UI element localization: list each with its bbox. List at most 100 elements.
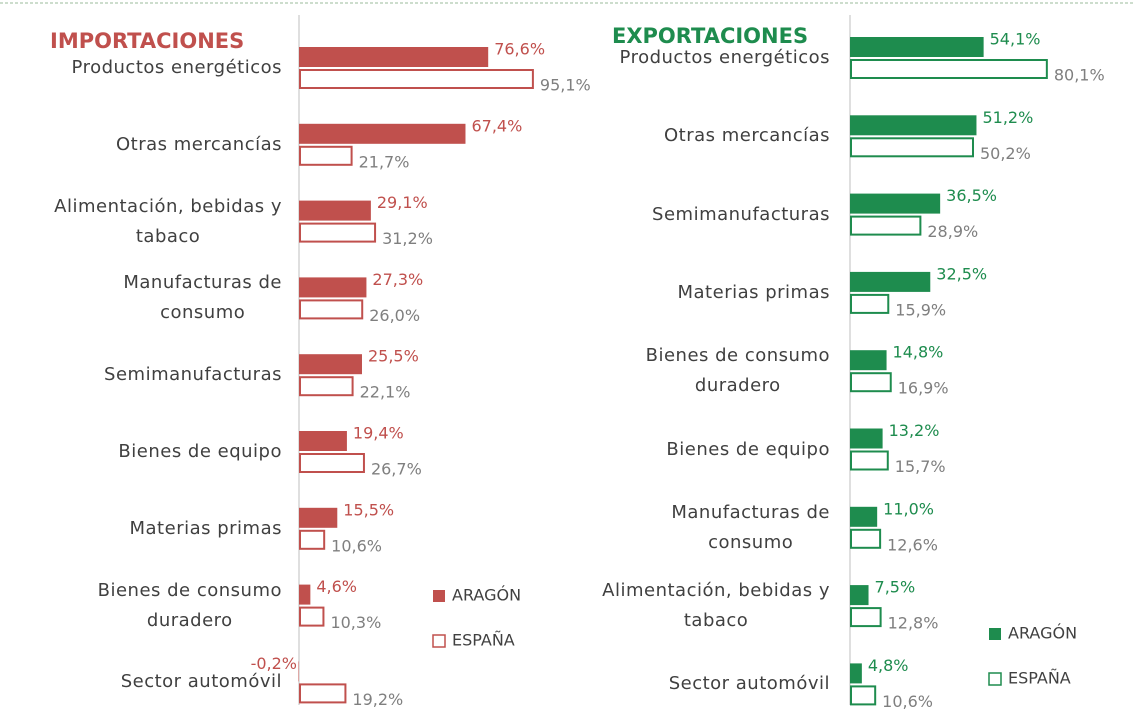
bar [850,37,984,57]
bar [850,59,1048,79]
category-label: Semimanufacturas [652,203,830,225]
bar [850,506,878,527]
value-label: 25,5% [368,347,419,366]
bar [299,606,325,627]
bar [850,137,974,158]
bar [850,450,889,471]
value-label: 54,1% [990,30,1041,49]
category-label: Alimentación, bebidas y tabaco [54,195,282,247]
bar [850,372,892,393]
bar [850,115,977,136]
bar [850,607,882,628]
category-label: Bienes de consumo duradero [645,345,830,397]
category-label: Alimentación, bebidas y tabaco [602,580,830,632]
category-label: Bienes de equipo [118,441,282,462]
category-label: Manufacturas de consumo [123,272,282,324]
bar [299,431,347,451]
value-label: 15,7% [895,457,946,476]
value-label: 29,1% [377,193,428,212]
legend-label: ARAGÓN [452,586,521,605]
bar [850,271,931,292]
legend-swatch [432,634,446,648]
value-label: 12,6% [887,535,938,554]
value-label: 14,8% [893,343,944,362]
bar [299,584,311,605]
value-label: 15,9% [895,300,946,319]
value-label: -0,2% [251,654,297,673]
category-label: Productos energéticos [71,57,282,78]
category-label: Semimanufacturas [104,364,282,386]
bar [299,683,347,704]
value-label: 50,2% [980,144,1031,163]
value-label: 13,2% [889,421,940,440]
category-label: Productos energéticos [619,47,830,68]
value-label: 4,8% [868,656,909,675]
bar [299,354,362,375]
value-label: 21,7% [359,152,410,171]
bar [299,507,338,528]
value-label: 32,5% [936,264,987,283]
value-label: 10,6% [882,692,933,711]
bar [850,193,941,214]
value-label: 31,2% [382,229,433,248]
bar [299,47,489,67]
bar [299,277,367,298]
legend-label: ARAGÓN [1008,624,1077,643]
bar [299,299,364,320]
chart-title: EXPORTACIONES [612,24,808,48]
value-label: 10,3% [330,613,381,632]
value-label: 80,1% [1054,66,1105,85]
value-label: 51,2% [982,108,1033,127]
bar [850,215,922,236]
bar [850,685,877,706]
legend-label: ESPAÑA [1008,669,1071,688]
category-label: Otras mercancías [115,133,282,155]
legend-swatch [988,672,1002,686]
bar [299,123,466,144]
bar [850,428,883,449]
value-label: 67,4% [471,116,522,135]
value-label: 28,9% [927,222,978,241]
value-label: 95,1% [540,76,591,95]
bar [850,293,890,314]
bar [850,585,869,606]
value-label: 4,6% [316,577,357,596]
value-label: 27,3% [372,270,423,289]
category-label: Materias primas [129,517,282,539]
category-label: Sector automóvil [120,671,282,693]
value-label: 11,0% [883,499,934,518]
value-label: 36,5% [946,186,997,205]
bar [850,663,862,684]
value-label: 15,5% [343,500,394,519]
bar [299,145,353,166]
category-label: Sector automóvil [668,673,830,695]
value-label: 7,5% [875,578,916,597]
bar [299,529,326,550]
legend-swatch [989,628,1001,640]
category-label: Manufacturas de consumo [671,501,830,553]
category-label: Bienes de consumo duradero [97,579,282,631]
bar [299,376,354,397]
value-label: 26,0% [369,306,420,325]
category-label: Otras mercancías [663,125,830,147]
value-label: 22,1% [360,383,411,402]
chart-title: IMPORTACIONES [50,29,244,53]
legend-label: ESPAÑA [452,631,515,650]
value-label: 19,4% [353,424,404,443]
bar [299,69,534,89]
bar [299,222,377,243]
value-label: 12,8% [888,614,939,633]
value-label: 19,2% [352,690,403,709]
category-label: Bienes de equipo [666,438,830,460]
value-label: 10,6% [331,536,382,555]
value-label: 76,6% [494,40,545,59]
legend-swatch [433,590,445,602]
bar [850,350,887,371]
bar [299,200,371,221]
category-label: Materias primas [677,281,830,303]
bar [850,528,882,549]
value-label: 16,9% [898,379,949,398]
bar [299,453,365,473]
